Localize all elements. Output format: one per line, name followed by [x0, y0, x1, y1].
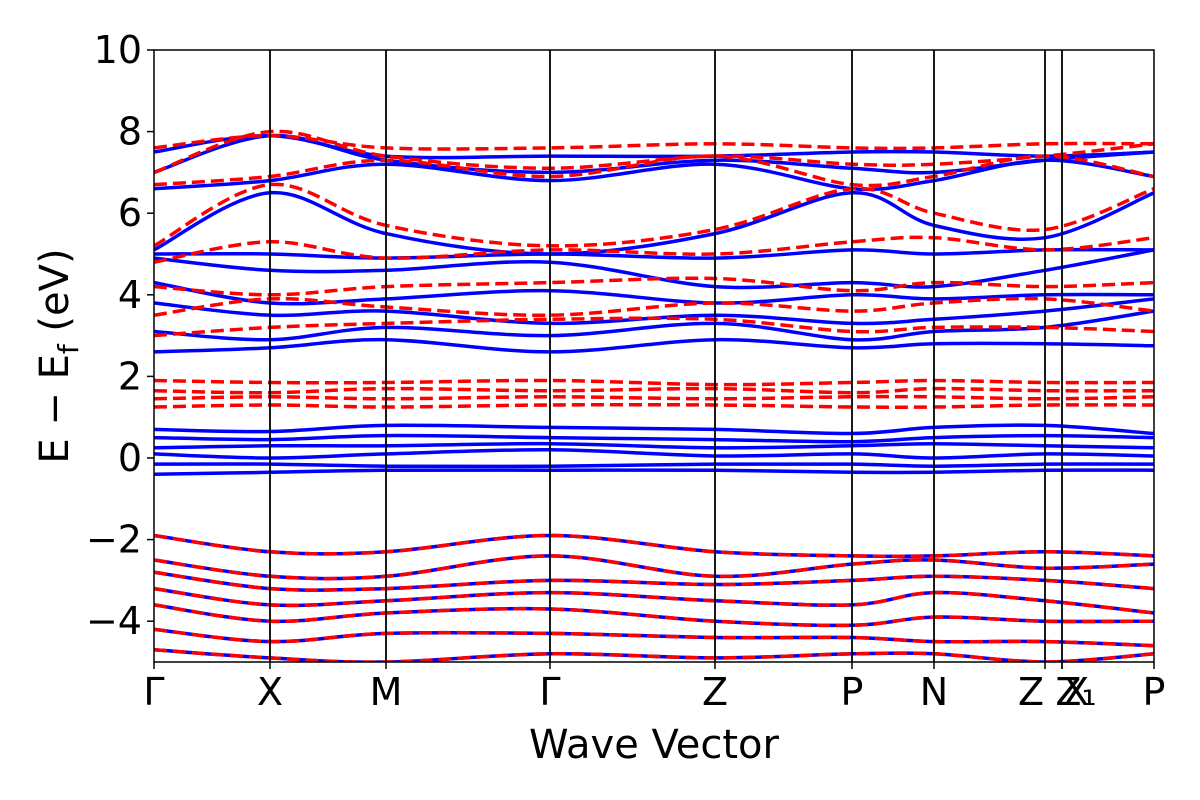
high-symmetry-lines	[269, 50, 1063, 662]
y-tick-label: 6	[118, 191, 142, 235]
band-line-dashed-5	[154, 296, 1154, 317]
band-line-solid-7	[154, 309, 1154, 342]
y-axis-label-tail: (eV)	[32, 248, 78, 344]
y-tick-label: 10	[94, 28, 142, 72]
band-line-dashed-6	[154, 276, 1154, 297]
band-line-dashed-16	[154, 603, 1154, 628]
y-axis-ticks: −4 −2 0 2 4 6 8 10	[86, 28, 154, 643]
band-line-solid-0	[154, 468, 1154, 477]
y-tick-label: 4	[118, 273, 142, 317]
y-tick-label: −2	[86, 518, 142, 562]
band-line-dashed-11	[154, 133, 1154, 151]
x-tick-label: P	[1143, 670, 1166, 714]
band-line-dashed-2	[154, 386, 1154, 395]
band-line-solid-4	[154, 433, 1154, 444]
x-tick-label: Γ	[143, 670, 164, 714]
band-line-dashed-4	[154, 316, 1154, 338]
band-line-dashed-1	[154, 394, 1154, 401]
band-line-solid-10	[154, 248, 1154, 290]
band-line-solid-1	[154, 462, 1154, 469]
x-tick-label: Γ	[539, 670, 560, 714]
x-tick-label: P	[841, 670, 864, 714]
plot-frame	[153, 49, 1155, 663]
x-tick-label: Z	[1018, 670, 1044, 714]
band-line-dashed-12	[154, 533, 1154, 559]
x-tick-label: N	[920, 670, 948, 714]
band-line-dashed-7	[154, 235, 1154, 264]
band-line-dashed-18	[154, 648, 1154, 662]
y-tick-label: 8	[118, 110, 142, 154]
band-line-dashed-8	[154, 182, 1154, 248]
y-axis-label-sub: f	[52, 343, 85, 354]
bands-layer	[154, 129, 1154, 662]
band-line-solid-12	[154, 191, 1154, 256]
band-line-solid-8	[154, 297, 1154, 326]
y-tick-label: 0	[118, 436, 142, 480]
band-line-solid-5	[154, 423, 1154, 436]
band-line-dashed-3	[154, 378, 1154, 387]
x-axis-ticks: Γ X M Γ Z P N Z Z₁X P	[143, 662, 1165, 714]
y-axis-label: E − Ef (eV)	[32, 248, 85, 463]
band-line-solid-6	[154, 337, 1154, 354]
y-tick-label: −4	[86, 599, 142, 643]
band-line-dashed-0	[154, 402, 1154, 409]
band-line-dashed-14	[154, 570, 1154, 592]
band-line-dashed-17	[154, 627, 1154, 648]
x-tick-label: Z	[702, 670, 728, 714]
y-axis-label-lead: E − E	[32, 354, 78, 464]
x-axis-label: Wave Vector	[529, 722, 780, 768]
band-line-solid-2	[154, 448, 1154, 460]
x-tick-label: M	[370, 670, 403, 714]
x-tick-label: Z₁	[1055, 670, 1096, 714]
x-tick-label: X	[257, 670, 283, 714]
band-line-dashed-13	[154, 554, 1154, 581]
band-line-dashed-10	[154, 129, 1154, 175]
band-line-solid-11	[154, 247, 1154, 260]
x-tick-label: X	[1063, 670, 1089, 714]
band-line-solid-3	[154, 441, 1154, 450]
y-tick-label: 2	[118, 354, 142, 398]
band-line-dashed-15	[154, 586, 1154, 615]
